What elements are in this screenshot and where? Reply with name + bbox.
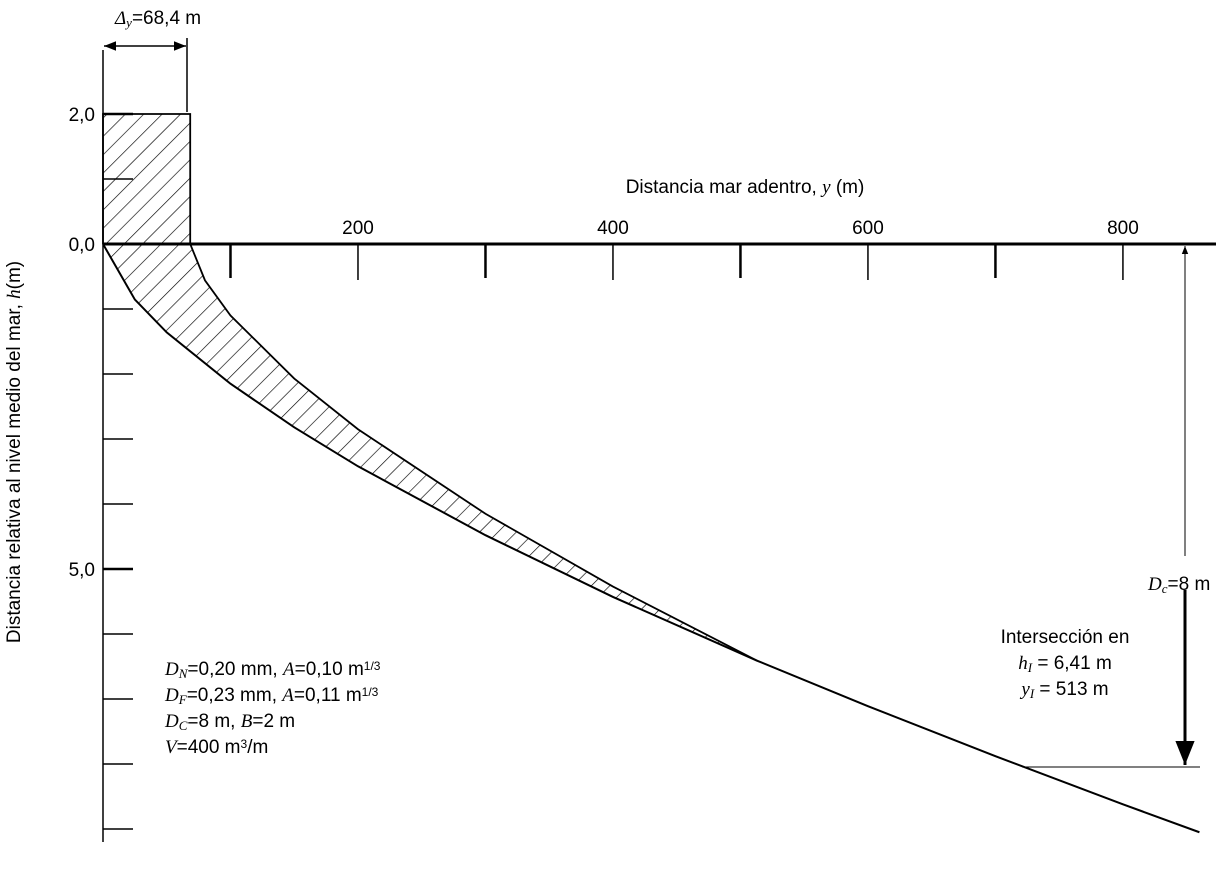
text-part: I: [1027, 660, 1033, 675]
text-part: =8 m: [1168, 574, 1211, 595]
x-axis-title: Distancia mar adentro, y (m): [626, 177, 865, 198]
text-part: h: [4, 289, 25, 299]
intersection-title: Intersección en: [1001, 627, 1130, 648]
text-part: D: [164, 659, 179, 680]
text-part: D: [164, 711, 179, 732]
y-tick-label: 2,0: [69, 105, 95, 126]
text-part: = 513 m: [1034, 679, 1108, 700]
text-part: N: [178, 666, 189, 681]
text-part: y: [820, 177, 831, 198]
parameters: DN=0,20 mm, A=0,10 m1/3DF=0,23 mm, A=0,1…: [164, 659, 381, 758]
text-part: V: [165, 737, 179, 758]
text-part: =0,20 mm,: [187, 659, 283, 680]
text-part: A: [280, 685, 294, 706]
parameter-line: V=400 m3/m: [165, 737, 268, 758]
text-part: B: [241, 711, 253, 732]
y-tick-label: 0,0: [69, 235, 95, 256]
text-part: I: [1029, 686, 1035, 701]
text-part: =2 m: [252, 711, 295, 732]
text-part: h: [1018, 653, 1028, 674]
text-part: =0,11 m: [294, 685, 362, 706]
text-part: (m): [4, 261, 25, 289]
parameter-line: DC=8 m, B=2 m: [164, 711, 295, 733]
text-part: =0,23 mm,: [187, 685, 283, 706]
y-axis-title: Distancia relativa al nivel medio del ma…: [4, 261, 25, 643]
text-part: (m): [831, 177, 865, 198]
profile-line: [102, 243, 1200, 834]
text-part: A: [281, 659, 295, 680]
y-tick-label: 5,0: [69, 560, 95, 581]
text-part: 1/3: [364, 659, 381, 673]
text-part: C: [179, 718, 188, 733]
text-part: =400 m: [177, 737, 241, 758]
x-tick-label: 400: [597, 218, 629, 239]
parameter-line: DF=0,23 mm, A=0,11 m1/3: [164, 685, 379, 708]
text-part: F: [178, 692, 188, 707]
text-part: c: [1162, 581, 1168, 596]
text-part: Distancia mar adentro,: [626, 177, 822, 198]
profile-line: [102, 113, 758, 662]
text-part: y: [124, 15, 132, 30]
text-part: 3: [241, 737, 248, 751]
intersection-h: hI = 6,41 m: [1018, 653, 1112, 675]
parameter-line: DN=0,20 mm, A=0,10 m1/3: [164, 659, 381, 682]
text-part: y: [1019, 679, 1030, 700]
text-part: Δ: [114, 8, 126, 29]
text-part: =8 m,: [187, 711, 240, 732]
text-part: =0,10 m: [295, 659, 364, 680]
x-tick-label: 600: [852, 218, 884, 239]
text-part: /m: [247, 737, 268, 758]
text-part: =68,4 m: [132, 8, 201, 29]
text-part: 1/3: [362, 685, 379, 699]
closure-label: Dc=8 m: [1147, 574, 1210, 596]
fill-hatch: [103, 114, 758, 661]
text-part: = 6,41 m: [1032, 653, 1112, 674]
intersection-y: yI = 513 m: [1019, 679, 1108, 701]
x-tick-label: 800: [1107, 218, 1139, 239]
shift-label: Δy=68,4 m: [114, 8, 201, 30]
text-part: Distancia relativa al nivel medio del ma…: [4, 299, 25, 643]
plot: 200 400 600 800 2,0 0,0 5,0: [69, 50, 1216, 842]
text-part: D: [1147, 574, 1162, 595]
x-tick-label: 200: [342, 218, 374, 239]
text-part: D: [164, 685, 179, 706]
